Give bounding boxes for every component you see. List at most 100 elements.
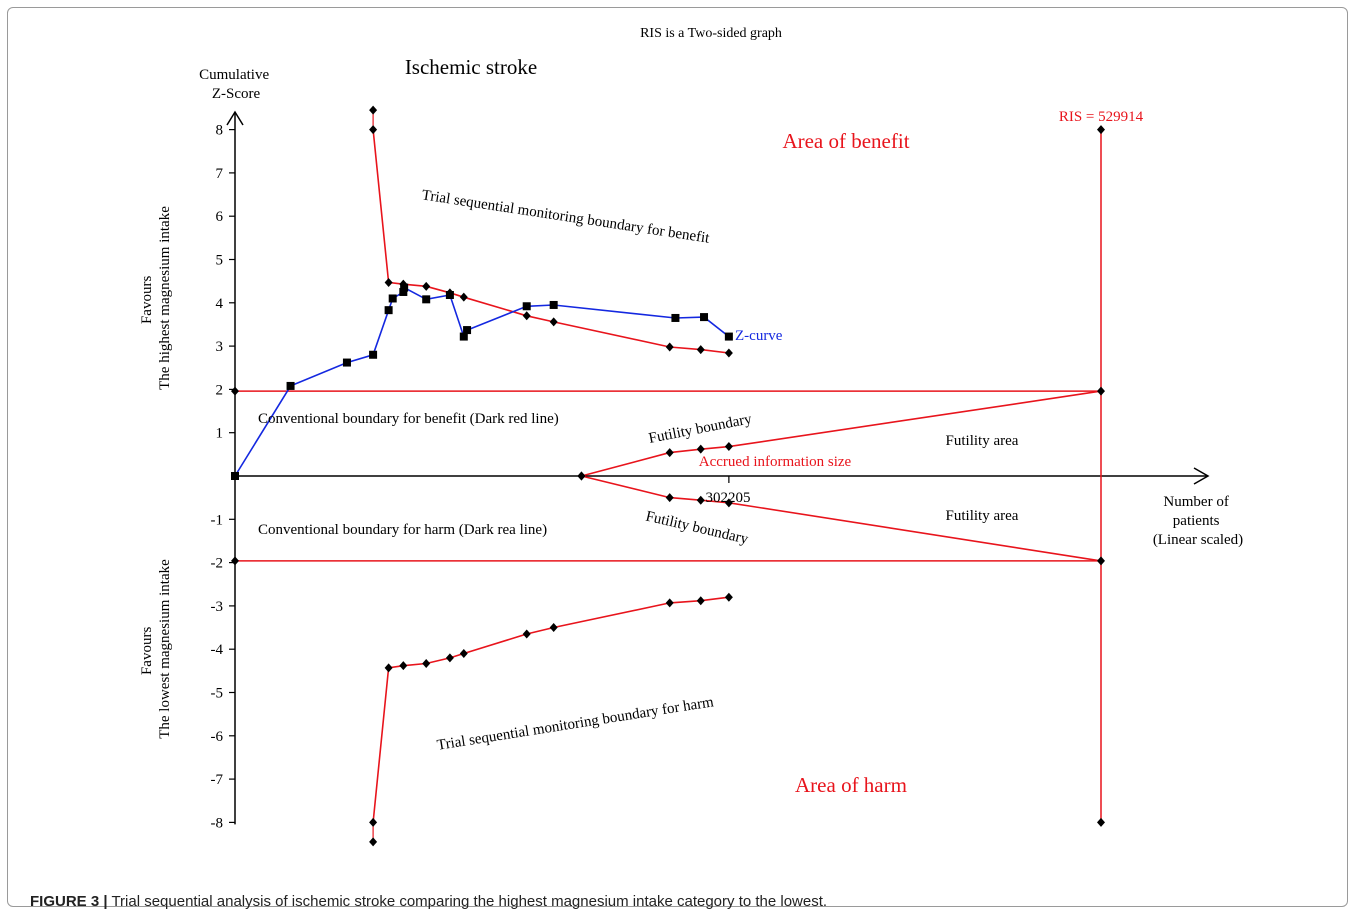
boundary-point [665, 448, 674, 458]
favours-bottom-label: Favours The lowest magnesium intake [139, 559, 173, 739]
y-tick-label: -7 [211, 772, 224, 788]
accrued-tick-label: 302205 [706, 490, 751, 506]
boundary-point [445, 653, 454, 663]
z-curve-point [400, 283, 409, 292]
z-curve-point [388, 294, 397, 303]
ris-label: RIS = 529914 [1059, 109, 1144, 125]
boundary-point [696, 444, 705, 454]
y-axis-arrow [226, 110, 244, 126]
boundary-point [549, 317, 558, 327]
boundary-point [696, 345, 705, 355]
favours-bottom-line1: Favours [139, 627, 155, 675]
x-axis-arrow [1193, 467, 1210, 485]
boundary-point [231, 556, 239, 566]
y-tick-label: 5 [216, 253, 224, 269]
x-axis-label-line1: Number of [1163, 494, 1228, 510]
boundary-point [422, 658, 431, 668]
y-tick-label: 3 [216, 339, 224, 355]
z-curve-point [549, 300, 558, 309]
chart-subtitle: Ischemic stroke [405, 55, 537, 79]
boundary-point [724, 592, 733, 602]
boundary-point [369, 105, 378, 115]
boundary-point [459, 292, 468, 302]
boundary-point [696, 495, 705, 505]
caption-text: Trial sequential analysis of ischemic st… [107, 893, 828, 910]
figure-caption: FIGURE 3 | Trial sequential analysis of … [30, 893, 827, 910]
y-tick-label: -5 [211, 686, 224, 702]
boundary-point [724, 498, 733, 508]
conv-harm-label: Conventional boundary for harm (Dark rea… [258, 522, 547, 538]
caption-label: FIGURE 3 | [30, 893, 108, 910]
area-benefit-label: Area of benefit [782, 129, 909, 153]
z-curve-point [399, 287, 408, 296]
y-axis-label-line1: Cumulative [199, 67, 269, 83]
z-curve-point [422, 295, 431, 304]
boundary-point [231, 386, 239, 396]
boundary-point [696, 596, 705, 606]
z-curve-point [342, 358, 351, 367]
boundary-point [399, 661, 408, 671]
y-tick-label: 8 [216, 123, 224, 139]
z-curve-point [445, 291, 454, 300]
z-curve-label: Z-curve [735, 328, 783, 344]
z-curve-point [231, 472, 239, 480]
y-tick-label: 6 [216, 209, 224, 225]
boundary-point [665, 598, 674, 608]
y-tick-label: -1 [211, 512, 224, 528]
futility-area-lower-label: Futility area [946, 508, 1019, 524]
axes [226, 110, 1210, 825]
favours-top-line2: The highest magnesium intake [157, 206, 173, 390]
series-markers [231, 105, 1105, 847]
accrued-info-label: Accrued information size [699, 454, 852, 470]
y-ticks: 8 7 6 5 4 3 2 1 -1 -2 -3 -4 -5 -6 -7 -8 [211, 123, 235, 831]
favours-top-line1: Favours [139, 276, 155, 324]
y-tick-label: -2 [211, 556, 224, 572]
boundary-point [724, 348, 733, 358]
boundary-point [577, 471, 586, 481]
y-tick-label: 2 [216, 382, 224, 398]
boundary-point [665, 342, 674, 352]
boundary-point [384, 277, 393, 287]
y-tick-label: 1 [216, 426, 224, 442]
z-curve-point [463, 326, 472, 335]
tsmb-benefit-label: Trial sequential monitoring boundary for… [421, 187, 712, 246]
y-tick-label: -6 [211, 729, 224, 745]
boundary-point [459, 649, 468, 659]
x-axis-label-line2: patients [1173, 513, 1220, 529]
y-tick-label: 7 [216, 166, 224, 182]
boundary-point [1097, 386, 1105, 396]
futility-area-upper-label: Futility area [946, 433, 1019, 449]
futility-boundary-lower-label: Futility boundary [644, 509, 750, 548]
series-line-0 [234, 286, 730, 477]
z-curve-point [286, 381, 295, 390]
y-tick-label: -8 [211, 815, 224, 831]
boundary-point [369, 817, 378, 827]
figure-frame: RIS is a Two-sided graph Ischemic stroke… [7, 7, 1348, 910]
conv-benefit-label: Conventional boundary for benefit (Dark … [258, 411, 559, 427]
y-tick-label: 4 [216, 296, 224, 312]
boundary-point [1097, 817, 1105, 827]
favours-bottom-line2: The lowest magnesium intake [157, 559, 173, 739]
x-axis-label: Number of patients (Linear scaled) [1153, 494, 1243, 548]
boundary-point [384, 663, 393, 673]
boundary-point [369, 837, 378, 847]
boundary-point [665, 493, 674, 503]
tsa-chart: RIS is a Two-sided graph Ischemic stroke… [139, 26, 1243, 847]
y-axis-label-line2: Z-Score [212, 86, 261, 102]
boundary-point [1097, 556, 1105, 566]
boundary-point [1097, 125, 1105, 135]
x-axis-label-line3: (Linear scaled) [1153, 532, 1243, 548]
z-curve-point [700, 313, 709, 322]
boundary-point [522, 629, 531, 639]
boundary-point [369, 125, 378, 135]
y-tick-label: -4 [211, 642, 224, 658]
tsmb-harm-label: Trial sequential monitoring boundary for… [436, 694, 715, 754]
futility-boundary-upper-label: Futility boundary [647, 411, 753, 447]
z-curve-point [724, 332, 733, 341]
z-curve-point [671, 313, 680, 322]
boundary-point [724, 442, 733, 452]
z-curve-point [384, 306, 393, 315]
y-axis-label: Cumulative Z-Score [199, 67, 273, 102]
boundary-point [422, 281, 431, 291]
z-curve-point [459, 332, 468, 341]
